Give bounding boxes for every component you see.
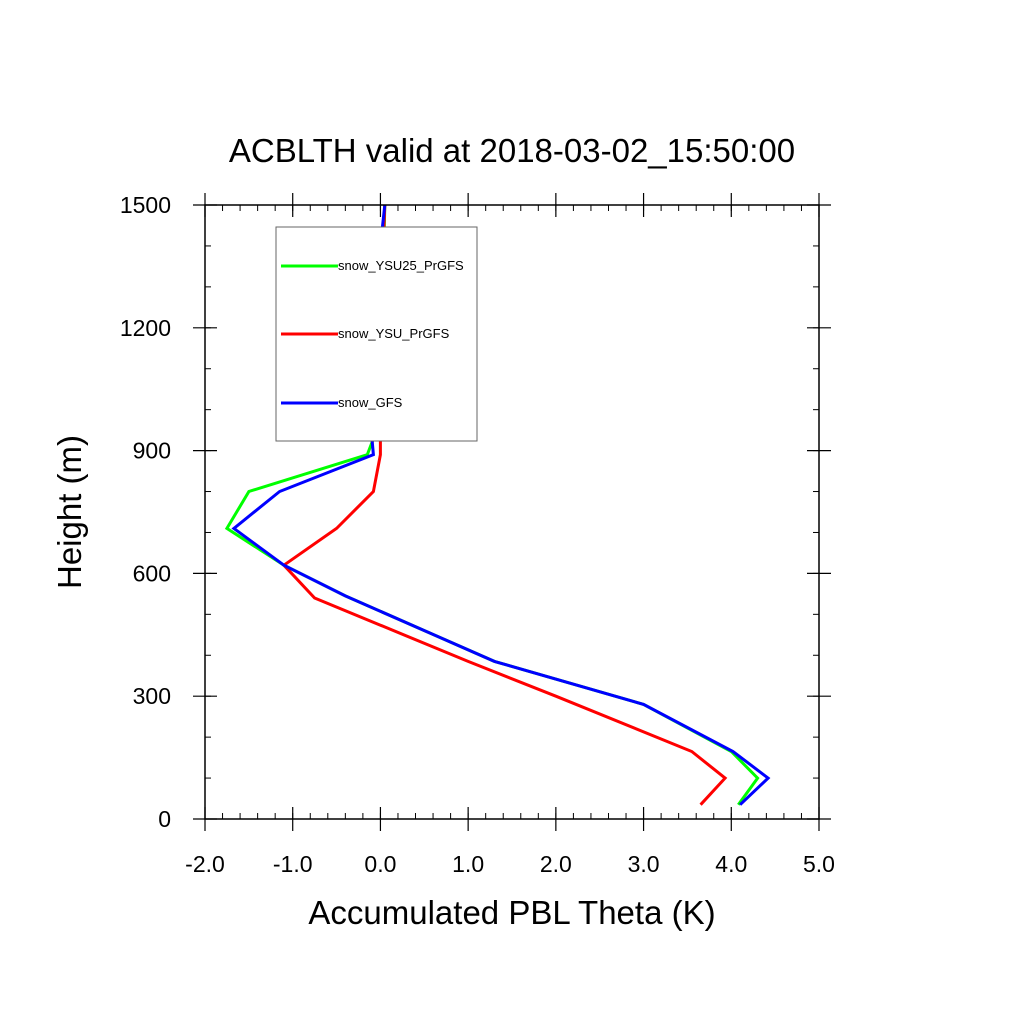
x-tick-label: -2.0 xyxy=(185,851,225,877)
x-tick-label: 5.0 xyxy=(803,851,835,877)
y-tick-label: 900 xyxy=(133,438,171,464)
chart-title: ACBLTH valid at 2018-03-02_15:50:00 xyxy=(229,132,795,169)
y-tick-label: 0 xyxy=(158,806,171,832)
x-tick-label: 2.0 xyxy=(540,851,572,877)
legend-label: snow_YSU25_PrGFS xyxy=(338,258,464,273)
x-tick-label: -1.0 xyxy=(273,851,313,877)
x-tick-label: 0.0 xyxy=(364,851,396,877)
y-tick-label: 1200 xyxy=(120,315,171,341)
y-tick-label: 600 xyxy=(133,560,171,586)
y-tick-label: 300 xyxy=(133,683,171,709)
x-axis-label: Accumulated PBL Theta (K) xyxy=(308,894,715,931)
plot-frame xyxy=(204,204,820,820)
x-tick-label: 3.0 xyxy=(628,851,660,877)
x-tick-label: 1.0 xyxy=(452,851,484,877)
x-tick-label: 4.0 xyxy=(715,851,747,877)
y-axis-label: Height (m) xyxy=(51,435,88,589)
axis-ticks: -2.0 -1.0 0.0 1.0 2.0 3.0 4.0 5.0 0 300 600 900 1200… xyxy=(120,192,835,877)
legend-label: snow_GFS xyxy=(338,395,403,410)
legend-label: snow_YSU_PrGFS xyxy=(338,326,450,341)
legend: snow_YSU25_PrGFS snow_YSU_PrGFS snow_GFS xyxy=(275,226,478,442)
y-tick-label: 1500 xyxy=(120,192,171,218)
